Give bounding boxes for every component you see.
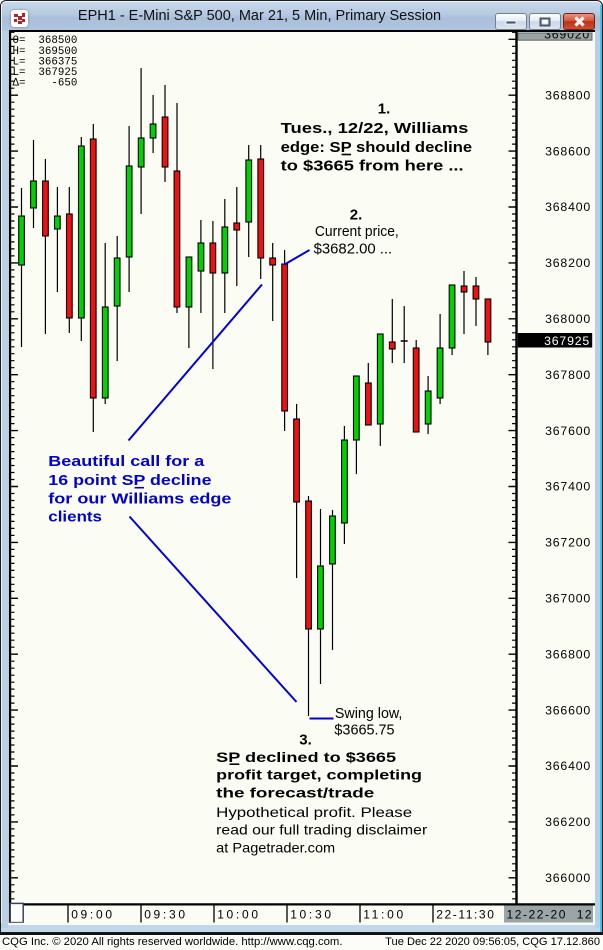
svg-text:H= 369500: H= 369500 xyxy=(13,46,78,58)
svg-text:the forecast/trade: the forecast/trade xyxy=(216,785,374,801)
svg-text:366400: 366400 xyxy=(545,759,591,773)
svg-text:12-22-20 12: 12-22-20 12 xyxy=(507,908,594,922)
svg-text:11:00: 11:00 xyxy=(363,908,406,922)
svg-text:10:30: 10:30 xyxy=(290,908,334,922)
svg-text:Δ= -650: Δ= -650 xyxy=(13,78,78,90)
svg-text:366800: 366800 xyxy=(545,647,591,661)
svg-text:367600: 367600 xyxy=(545,424,591,438)
svg-text:368200: 368200 xyxy=(545,256,591,270)
svg-text:Beautiful call for a: Beautiful call for a xyxy=(48,453,205,470)
svg-text:SP declined to $3665: SP declined to $3665 xyxy=(216,749,396,765)
svg-text:22-11:30: 22-11:30 xyxy=(436,908,495,922)
svg-text:367800: 367800 xyxy=(545,368,591,382)
svg-text:366000: 366000 xyxy=(545,871,591,885)
svg-text:Tues., 12/22, Williams: Tues., 12/22, Williams xyxy=(281,120,469,137)
svg-text:L= 366375: L= 366375 xyxy=(13,56,78,68)
svg-text:clients: clients xyxy=(48,509,102,526)
svg-text:$3682.00 ...: $3682.00 ... xyxy=(314,242,393,258)
svg-text:at Pagetrader.com: at Pagetrader.com xyxy=(216,840,335,856)
svg-text:for our Williams edge: for our Williams edge xyxy=(48,490,231,507)
svg-text:Swing low,: Swing low, xyxy=(335,706,403,722)
svg-text:09:30: 09:30 xyxy=(144,908,188,922)
svg-text:$3665.75: $3665.75 xyxy=(334,722,394,738)
svg-text:10:00: 10:00 xyxy=(217,908,261,922)
svg-text:profit target, completing: profit target, completing xyxy=(216,767,422,783)
svg-text:368400: 368400 xyxy=(545,200,591,214)
svg-text:Current price,: Current price, xyxy=(315,224,399,240)
svg-text:367925: 367925 xyxy=(544,334,590,348)
svg-text:edge: SP should decline: edge: SP should decline xyxy=(281,139,472,156)
svg-text:read our full trading disclaim: read our full trading disclaimer xyxy=(216,822,427,838)
svg-text:16 point SP decline: 16 point SP decline xyxy=(48,472,211,489)
svg-text:09:00: 09:00 xyxy=(71,908,115,922)
svg-text:366600: 366600 xyxy=(545,703,591,717)
svg-text:368600: 368600 xyxy=(545,144,591,158)
svg-text:368000: 368000 xyxy=(545,312,591,326)
svg-text:367400: 367400 xyxy=(545,480,591,494)
svg-text:1.: 1. xyxy=(378,100,391,117)
svg-text:Hypothetical profit. Please: Hypothetical profit. Please xyxy=(216,804,412,820)
svg-text:L= 367925: L= 367925 xyxy=(13,67,78,79)
svg-text:to $3665 from here ...: to $3665 from here ... xyxy=(281,158,464,175)
svg-text:367000: 367000 xyxy=(545,592,591,606)
svg-text:368800: 368800 xyxy=(545,88,591,102)
svg-text:2.: 2. xyxy=(350,207,363,224)
svg-text:366200: 366200 xyxy=(545,815,591,829)
svg-text:369020: 369020 xyxy=(544,30,590,42)
svg-text:O= 368500: O= 368500 xyxy=(13,35,78,47)
svg-text:367200: 367200 xyxy=(545,536,591,550)
svg-text:3.: 3. xyxy=(299,732,312,749)
